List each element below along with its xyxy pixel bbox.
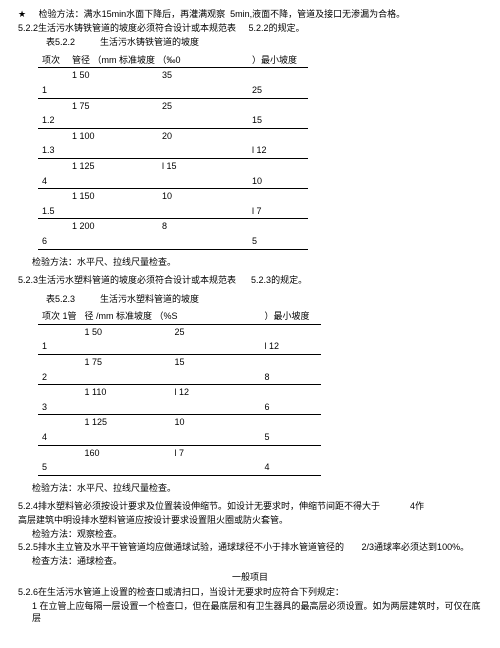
table1-title-b: 生活污水铸铁管道的坡度 xyxy=(100,37,199,47)
dia-cell: 1 125 xyxy=(68,158,128,173)
table1-title-a: 表5.2.2 xyxy=(46,37,75,47)
row-num: 1.2 xyxy=(38,113,68,128)
min-cell: 4 xyxy=(261,460,321,475)
row-num: 1 xyxy=(38,83,68,98)
table1-footer: 检验方法：水平尺、拉线尺量检查。 xyxy=(18,256,482,269)
min-cell: 6 xyxy=(261,400,321,415)
col-header: 径 /mm 标准坡度 （%S xyxy=(81,309,261,324)
row-num: 1.5 xyxy=(38,204,68,219)
mid1-a: 5.2.3生活污水塑料管道的坡度必须符合设计或本规范表 xyxy=(18,275,236,285)
row-num: 4 xyxy=(38,430,81,445)
p524-l2: 高层建筑中明设排水塑料管道应按设计要求设置阻火圈或防火套管。 xyxy=(18,514,482,527)
col-header: 项次 xyxy=(38,53,68,68)
mid1: 5.2.3生活污水塑料管道的坡度必须符合设计或本规范表 5.2.3的规定。 xyxy=(18,274,482,287)
row-num: 1.3 xyxy=(38,143,68,158)
p525-l1: 5.2.5排水主立管及水平干管管道均应做通球试验，通球球径不小于排水管道管径的 … xyxy=(18,541,482,554)
intro-text-1b: 5min,液面不降，管道及接口无渗漏为合格。 xyxy=(230,9,405,19)
dia-cell: 1 200 xyxy=(68,219,128,234)
slope-cell: 20 xyxy=(158,128,248,143)
dia-cell: 1 75 xyxy=(68,98,128,113)
slope-cell: 25 xyxy=(158,98,248,113)
intro-line2: 5.2.2生活污水铸铁管道的坡度必须符合设计或本规范表 5.2.2的规定。 xyxy=(18,22,482,35)
intro-text-2b: 5.2.2的规定。 xyxy=(249,23,305,33)
dia-cell: 1 75 xyxy=(81,355,141,370)
p525-l1b: 2/3通球率必须达到100%。 xyxy=(362,542,470,552)
slope-cell: l 12 xyxy=(171,385,261,400)
dia-cell: 160 xyxy=(81,445,141,460)
slope-cell: 15 xyxy=(171,355,261,370)
intro-line1: ★ 检验方法：满水15min水面下降后，再灌满观察 5min,液面不降，管道及接… xyxy=(18,8,482,21)
mid1-b: 5.2.3的规定。 xyxy=(251,275,307,285)
dia-cell: 1 50 xyxy=(81,324,141,339)
table2-title-a: 表5.2.3 xyxy=(46,294,75,304)
table2-title: 表5.2.3 生活污水塑料管道的坡度 xyxy=(18,293,482,306)
slope-cell: l 15 xyxy=(158,158,248,173)
row-num: 5 xyxy=(38,460,81,475)
row-num: 2 xyxy=(38,370,81,385)
col-header: 项次 1管 xyxy=(38,309,81,324)
slope-cell: 35 xyxy=(158,68,248,83)
table2: 项次 1管径 /mm 标准坡度 （%S）最小坡度1 50251l 121 751… xyxy=(38,309,321,476)
dia-cell: 1 50 xyxy=(68,68,128,83)
min-cell: 15 xyxy=(248,113,308,128)
slope-cell: 25 xyxy=(171,324,261,339)
dia-cell: 1 150 xyxy=(68,189,128,204)
star-icon: ★ xyxy=(18,8,26,21)
table1: 项次管径 （mm 标准坡度 （‰0）最小坡度 1 50 35 1 25 1 75 25 1.2… xyxy=(38,53,308,250)
dia-cell: 1 125 xyxy=(81,415,141,430)
min-cell: l 12 xyxy=(248,143,308,158)
p524-l1: 5.2.4排水塑料管必须按设计要求及位置装设伸缩节。如设计无要求时，伸缩节间距不… xyxy=(18,500,482,513)
slope-cell: l 7 xyxy=(171,445,261,460)
p524-l3: 检验方法：观察检查。 xyxy=(18,528,482,541)
p525-l1a: 5.2.5排水主立管及水平干管管道均应做通球试验，通球球径不小于排水管道管径的 xyxy=(18,542,344,552)
min-cell: l 12 xyxy=(261,339,321,354)
row-num: 1 xyxy=(38,339,81,354)
row-num: 6 xyxy=(38,234,68,249)
general-l1: 5.2.6在生活污水管道上设置的检查口或清扫口，当设计无要求时应符合下列规定： xyxy=(18,586,482,599)
intro-text-2a: 5.2.2生活污水铸铁管道的坡度必须符合设计或本规范表 xyxy=(18,23,236,33)
min-cell: 8 xyxy=(261,370,321,385)
col-header: 管径 （mm 标准坡度 （‰0 xyxy=(68,53,248,68)
col-header: ）最小坡度 xyxy=(261,309,321,324)
row-num: 4 xyxy=(38,174,68,189)
dia-cell: 1 100 xyxy=(68,128,128,143)
row-num: 3 xyxy=(38,400,81,415)
general-l2: 1 在立管上应每隔一层设置一个检查口，但在最底层和有卫生器具的最高层必须设置。如… xyxy=(18,600,482,625)
slope-cell: 10 xyxy=(171,415,261,430)
general-title: 一般项目 xyxy=(18,571,482,584)
min-cell: l 7 xyxy=(248,204,308,219)
p524-l1b: 4作 xyxy=(410,501,424,511)
table1-title: 表5.2.2 生活污水铸铁管道的坡度 xyxy=(18,36,482,49)
p524-l1a: 5.2.4排水塑料管必须按设计要求及位置装设伸缩节。如设计无要求时，伸缩节间距不… xyxy=(18,501,380,511)
dia-cell: 1 110 xyxy=(81,385,141,400)
min-cell: 5 xyxy=(248,234,308,249)
table2-footer: 检验方法：水平尺、拉线尺量检查。 xyxy=(18,482,482,495)
min-cell: 25 xyxy=(248,83,308,98)
slope-cell: 10 xyxy=(158,189,248,204)
p525-l2: 检查方法：通球检查。 xyxy=(18,555,482,568)
col-header: ）最小坡度 xyxy=(248,53,308,68)
intro-text-1a: 检验方法：满水15min水面下降后，再灌满观察 xyxy=(39,9,226,19)
min-cell: 10 xyxy=(248,174,308,189)
min-cell: 5 xyxy=(261,430,321,445)
table2-title-b: 生活污水塑料管道的坡度 xyxy=(100,294,199,304)
slope-cell: 8 xyxy=(158,219,248,234)
